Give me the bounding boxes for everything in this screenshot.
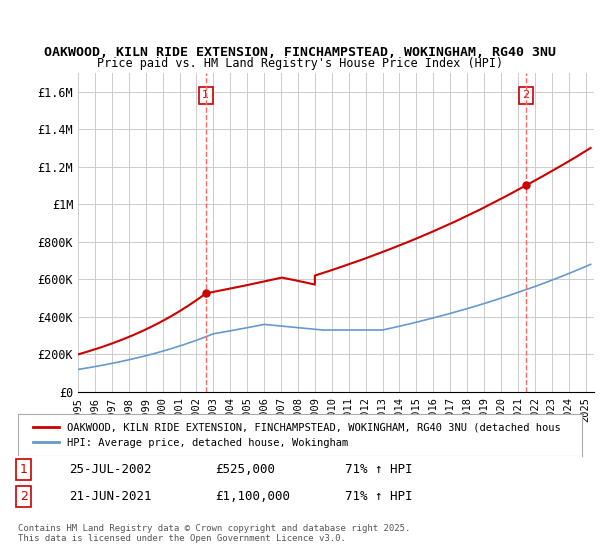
Text: 1: 1 bbox=[20, 463, 28, 476]
Text: £525,000: £525,000 bbox=[215, 463, 275, 476]
Text: £1,100,000: £1,100,000 bbox=[215, 490, 290, 503]
Text: Contains HM Land Registry data © Crown copyright and database right 2025.
This d: Contains HM Land Registry data © Crown c… bbox=[18, 524, 410, 543]
Text: 71% ↑ HPI: 71% ↑ HPI bbox=[345, 490, 413, 503]
Text: 25-JUL-2002: 25-JUL-2002 bbox=[69, 463, 151, 476]
Text: 2: 2 bbox=[20, 490, 28, 503]
Text: 1: 1 bbox=[202, 90, 209, 100]
Text: 2: 2 bbox=[522, 90, 529, 100]
Text: 71% ↑ HPI: 71% ↑ HPI bbox=[345, 463, 413, 476]
Text: Price paid vs. HM Land Registry's House Price Index (HPI): Price paid vs. HM Land Registry's House … bbox=[97, 57, 503, 70]
Legend: OAKWOOD, KILN RIDE EXTENSION, FINCHAMPSTEAD, WOKINGHAM, RG40 3NU (detached hous,: OAKWOOD, KILN RIDE EXTENSION, FINCHAMPST… bbox=[29, 419, 565, 452]
Text: OAKWOOD, KILN RIDE EXTENSION, FINCHAMPSTEAD, WOKINGHAM, RG40 3NU: OAKWOOD, KILN RIDE EXTENSION, FINCHAMPST… bbox=[44, 46, 556, 59]
Text: 21-JUN-2021: 21-JUN-2021 bbox=[69, 490, 151, 503]
